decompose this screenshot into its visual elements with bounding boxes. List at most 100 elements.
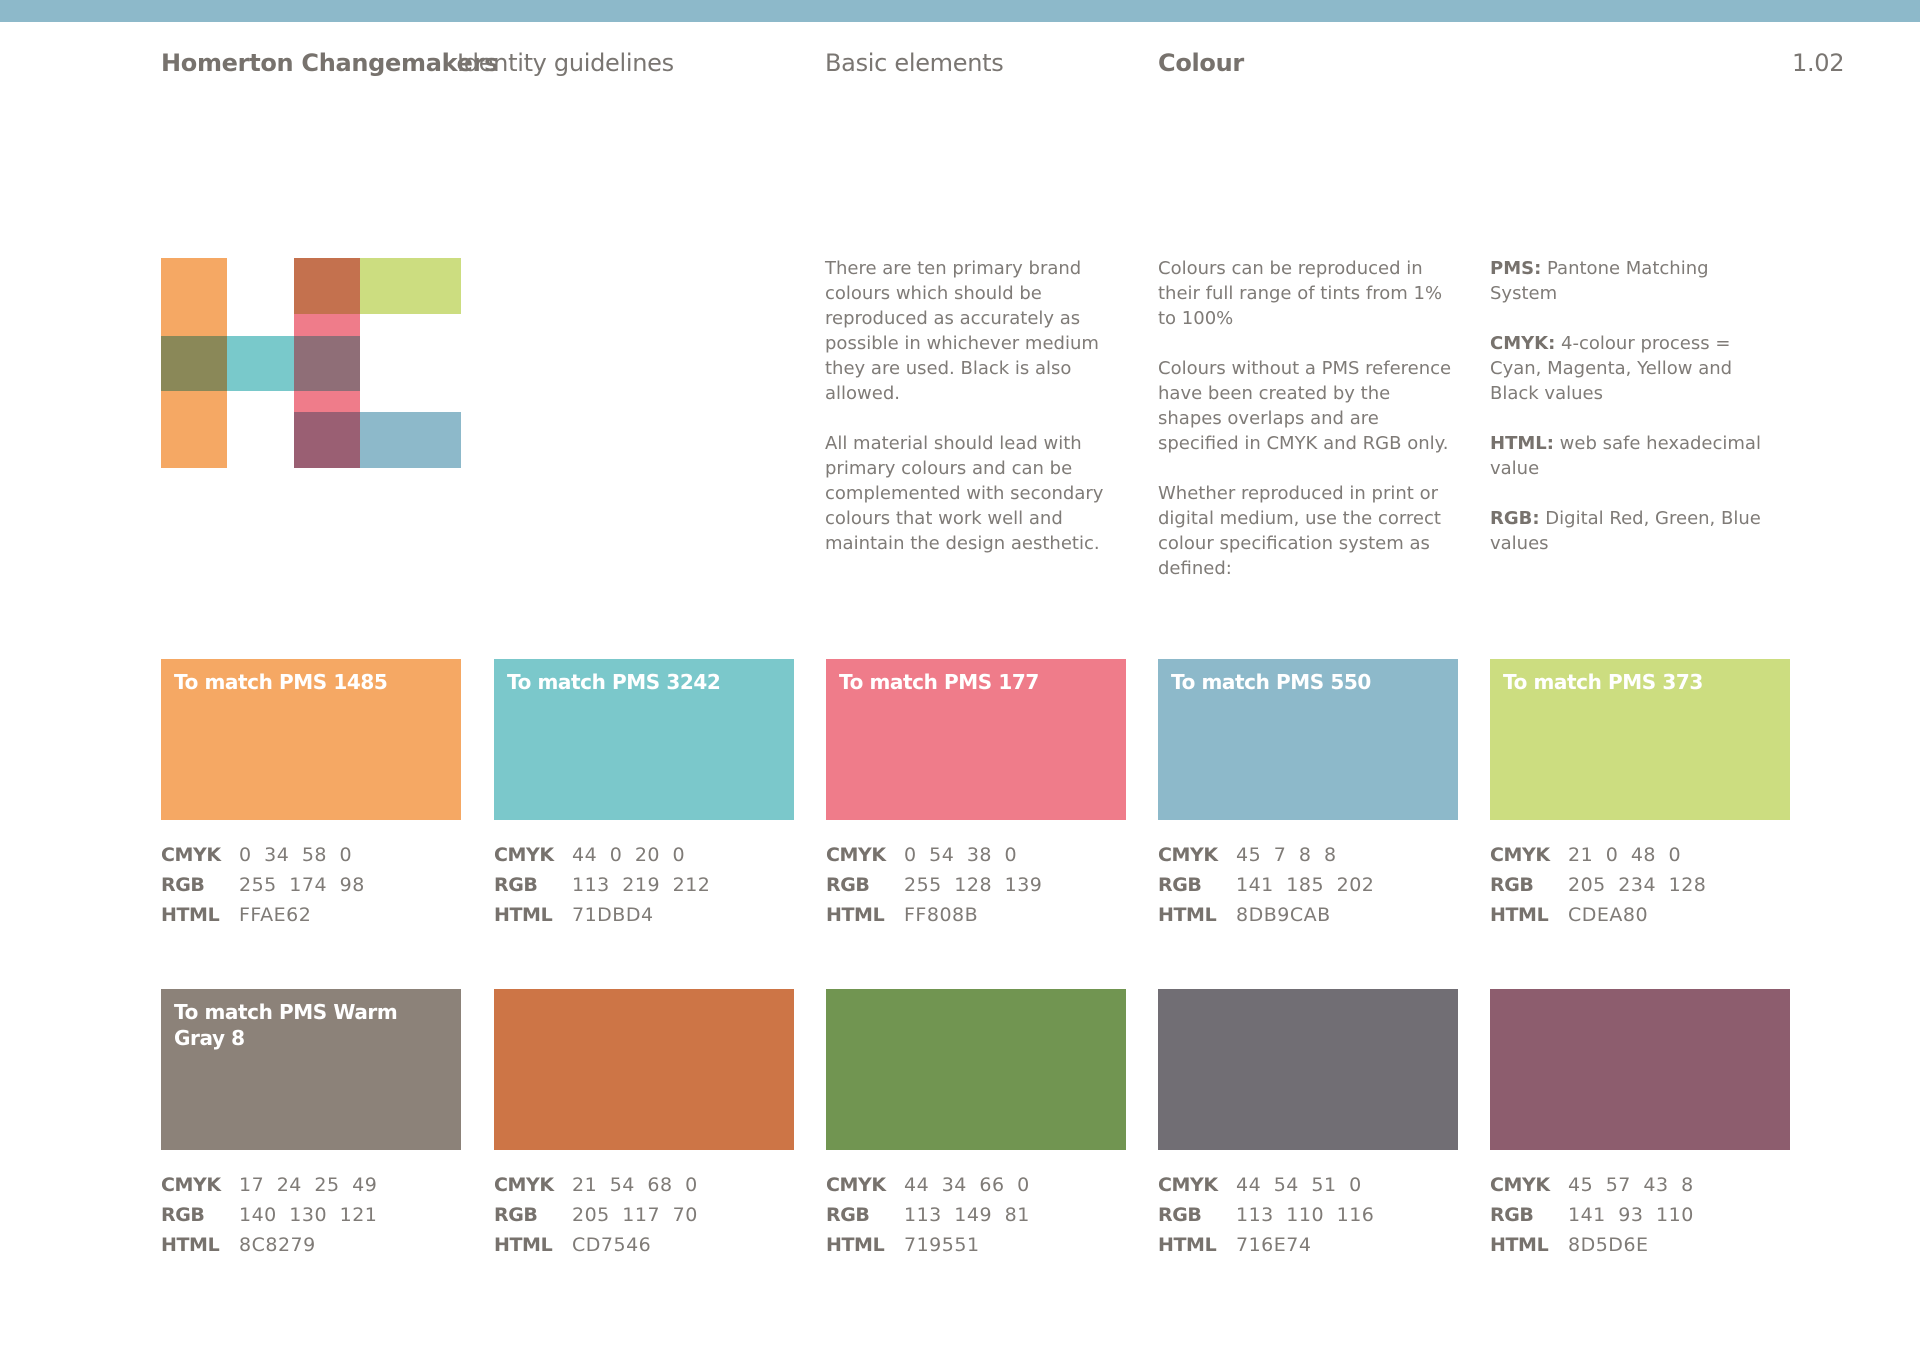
swatch-pms-title: To match PMS Warm Gray 8	[174, 1000, 398, 1050]
section-title: Basic elements	[825, 49, 1004, 77]
swatch-specs: CMYK 0 34 58 0 RGB 255 174 98 HTML FFAE62	[161, 840, 461, 930]
spec-row-cmyk: CMYK 0 34 58 0	[161, 840, 461, 870]
spec-value: 21 54 68 0	[572, 1174, 698, 1196]
colour-swatch: To match PMS 3242	[494, 659, 794, 820]
swatch-pms-title: To match PMS 177	[839, 670, 1039, 694]
definition-text: Digital Red, Green, Blue values	[1490, 508, 1761, 554]
logo-block-orange-top	[161, 258, 227, 336]
spec-label: CMYK	[161, 1174, 221, 1196]
logo-block-orange-bottom	[161, 391, 227, 468]
spec-label: HTML	[826, 1234, 885, 1256]
spec-row-html: HTML CD7546	[494, 1230, 794, 1260]
definition-label: RGB:	[1490, 508, 1540, 529]
spec-value: 44 34 66 0	[904, 1174, 1030, 1196]
definition-item: HTML: web safe hexadecimal value	[1490, 431, 1780, 481]
spec-value: 113 219 212	[572, 874, 711, 896]
definition-text: web safe hexadecimal value	[1490, 433, 1761, 479]
colour-swatch: To match PMS Warm Gray 8	[161, 989, 461, 1150]
spec-value: FFAE62	[239, 904, 312, 926]
page-number: 1.02	[1792, 49, 1845, 77]
spec-value: 141 185 202	[1236, 874, 1375, 896]
intro-paragraph: Colours without a PMS reference have bee…	[1158, 358, 1452, 454]
spec-value: 255 174 98	[239, 874, 365, 896]
spec-row-cmyk: CMYK 21 0 48 0	[1490, 840, 1790, 870]
spec-row-rgb: RGB 141 93 110	[1490, 1200, 1790, 1230]
spec-label: RGB	[826, 1204, 870, 1226]
swatch-specs: CMYK 45 7 8 8 RGB 141 185 202 HTML 8DB9CAB	[1158, 840, 1458, 930]
intro-paragraph: All material should lead with primary co…	[825, 433, 1104, 554]
spec-value: 113 149 81	[904, 1204, 1030, 1226]
spec-label: RGB	[1158, 1204, 1202, 1226]
document-title: Identity guidelines	[457, 49, 674, 77]
spec-label: RGB	[161, 1204, 205, 1226]
colour-swatch: To match PMS 1485	[161, 659, 461, 820]
logo-block-pink-lower	[294, 391, 360, 412]
spec-label: CMYK	[494, 844, 554, 866]
intro-column-2: Colours can be reproduced in their full …	[1158, 256, 1458, 606]
colour-swatch	[1490, 989, 1790, 1150]
spec-label: HTML	[1158, 1234, 1217, 1256]
spec-label: HTML	[161, 1234, 220, 1256]
spec-value: 113 110 116	[1236, 1204, 1375, 1226]
spec-value: 716E74	[1236, 1234, 1312, 1256]
colour-swatch	[494, 989, 794, 1150]
colour-swatch: To match PMS 177	[826, 659, 1126, 820]
spec-label: HTML	[161, 904, 220, 926]
spec-row-rgb: RGB 255 128 139	[826, 870, 1126, 900]
spec-label: CMYK	[161, 844, 221, 866]
spec-row-cmyk: CMYK 45 57 43 8	[1490, 1170, 1790, 1200]
swatch-specs: CMYK 21 54 68 0 RGB 205 117 70 HTML CD7546	[494, 1170, 794, 1260]
spec-value: 8DB9CAB	[1236, 904, 1331, 926]
spec-label: HTML	[1490, 904, 1549, 926]
spec-value: 44 0 20 0	[572, 844, 686, 866]
spec-row-html: HTML FFAE62	[161, 900, 461, 930]
spec-label: RGB	[1158, 874, 1202, 896]
spec-row-rgb: RGB 205 234 128	[1490, 870, 1790, 900]
spec-row-rgb: RGB 255 174 98	[161, 870, 461, 900]
spec-value: 8C8279	[239, 1234, 316, 1256]
spec-value: 141 93 110	[1568, 1204, 1694, 1226]
spec-row-rgb: RGB 113 110 116	[1158, 1200, 1458, 1230]
spec-row-cmyk: CMYK 0 54 38 0	[826, 840, 1126, 870]
spec-row-html: HTML 719551	[826, 1230, 1126, 1260]
spec-row-cmyk: CMYK 17 24 25 49	[161, 1170, 461, 1200]
swatch-pms-title: To match PMS 1485	[174, 670, 388, 694]
spec-row-rgb: RGB 140 130 121	[161, 1200, 461, 1230]
spec-label: HTML	[826, 904, 885, 926]
spec-value: 8D5D6E	[1568, 1234, 1649, 1256]
logo-block-pink-upper	[294, 314, 360, 336]
definition-item: PMS: Pantone Matching System	[1490, 256, 1780, 306]
spec-row-html: HTML 716E74	[1158, 1230, 1458, 1260]
spec-label: RGB	[494, 1204, 538, 1226]
topic-title: Colour	[1158, 49, 1244, 77]
spec-row-rgb: RGB 113 219 212	[494, 870, 794, 900]
spec-row-html: HTML CDEA80	[1490, 900, 1790, 930]
spec-label: CMYK	[1158, 1174, 1218, 1196]
logo-block-rust	[294, 258, 360, 314]
spec-value: 45 7 8 8	[1236, 844, 1337, 866]
spec-label: HTML	[1158, 904, 1217, 926]
colour-swatch: To match PMS 550	[1158, 659, 1458, 820]
spec-label: CMYK	[1158, 844, 1218, 866]
definition-label: CMYK:	[1490, 333, 1556, 354]
intro-paragraph: There are ten primary brand colours whic…	[825, 258, 1099, 404]
spec-value: 205 117 70	[572, 1204, 698, 1226]
swatch-specs: CMYK 45 57 43 8 RGB 141 93 110 HTML 8D5D6E	[1490, 1170, 1790, 1260]
colour-swatch	[1158, 989, 1458, 1150]
spec-value: 0 34 58 0	[239, 844, 353, 866]
spec-value: 71DBD4	[572, 904, 654, 926]
spec-label: CMYK	[494, 1174, 554, 1196]
swatch-specs: CMYK 21 0 48 0 RGB 205 234 128 HTML CDEA80	[1490, 840, 1790, 930]
spec-label: RGB	[1490, 874, 1534, 896]
spec-value: 255 128 139	[904, 874, 1043, 896]
spec-row-html: HTML FF808B	[826, 900, 1126, 930]
logo-block-teal	[227, 336, 294, 391]
spec-label: RGB	[494, 874, 538, 896]
spec-label: HTML	[494, 1234, 553, 1256]
spec-row-rgb: RGB 113 149 81	[826, 1200, 1126, 1230]
spec-label: HTML	[1490, 1234, 1549, 1256]
definition-label: HTML:	[1490, 433, 1554, 454]
logo-block-olive	[161, 336, 227, 391]
spec-row-rgb: RGB 141 185 202	[1158, 870, 1458, 900]
colour-swatch	[826, 989, 1126, 1150]
